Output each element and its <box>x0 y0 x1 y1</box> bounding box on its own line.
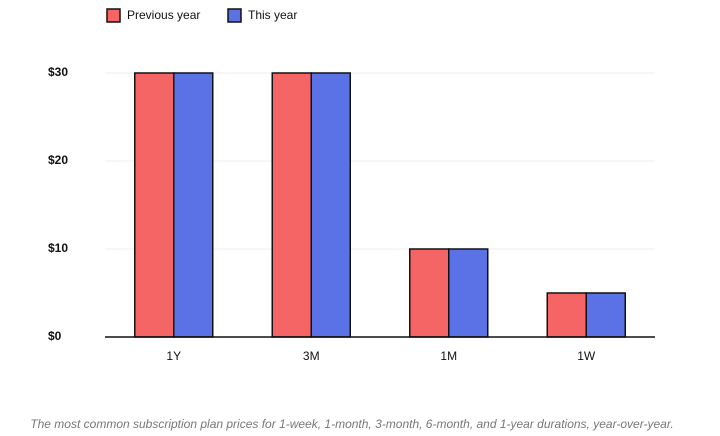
y-tick-label: $20 <box>48 153 68 167</box>
bar <box>409 248 450 338</box>
y-tick-label: $10 <box>48 241 68 255</box>
bar <box>134 72 175 338</box>
x-tick-label: 1M <box>440 349 457 363</box>
legend-label: This year <box>248 8 297 22</box>
legend-swatch <box>227 8 242 23</box>
x-tick-label: 1Y <box>166 349 181 363</box>
x-tick-label: 1W <box>577 349 596 363</box>
bar <box>271 72 312 338</box>
bar <box>310 72 351 338</box>
caption: The most common subscription plan prices… <box>30 417 673 431</box>
bar <box>173 72 214 338</box>
bar <box>585 292 626 338</box>
bar <box>448 248 489 338</box>
y-tick-label: $30 <box>48 65 68 79</box>
legend-swatch <box>106 8 121 23</box>
x-tick-label: 3M <box>303 349 320 363</box>
bar <box>546 292 587 338</box>
y-tick-label: $0 <box>48 329 62 343</box>
legend-label: Previous year <box>127 8 200 22</box>
